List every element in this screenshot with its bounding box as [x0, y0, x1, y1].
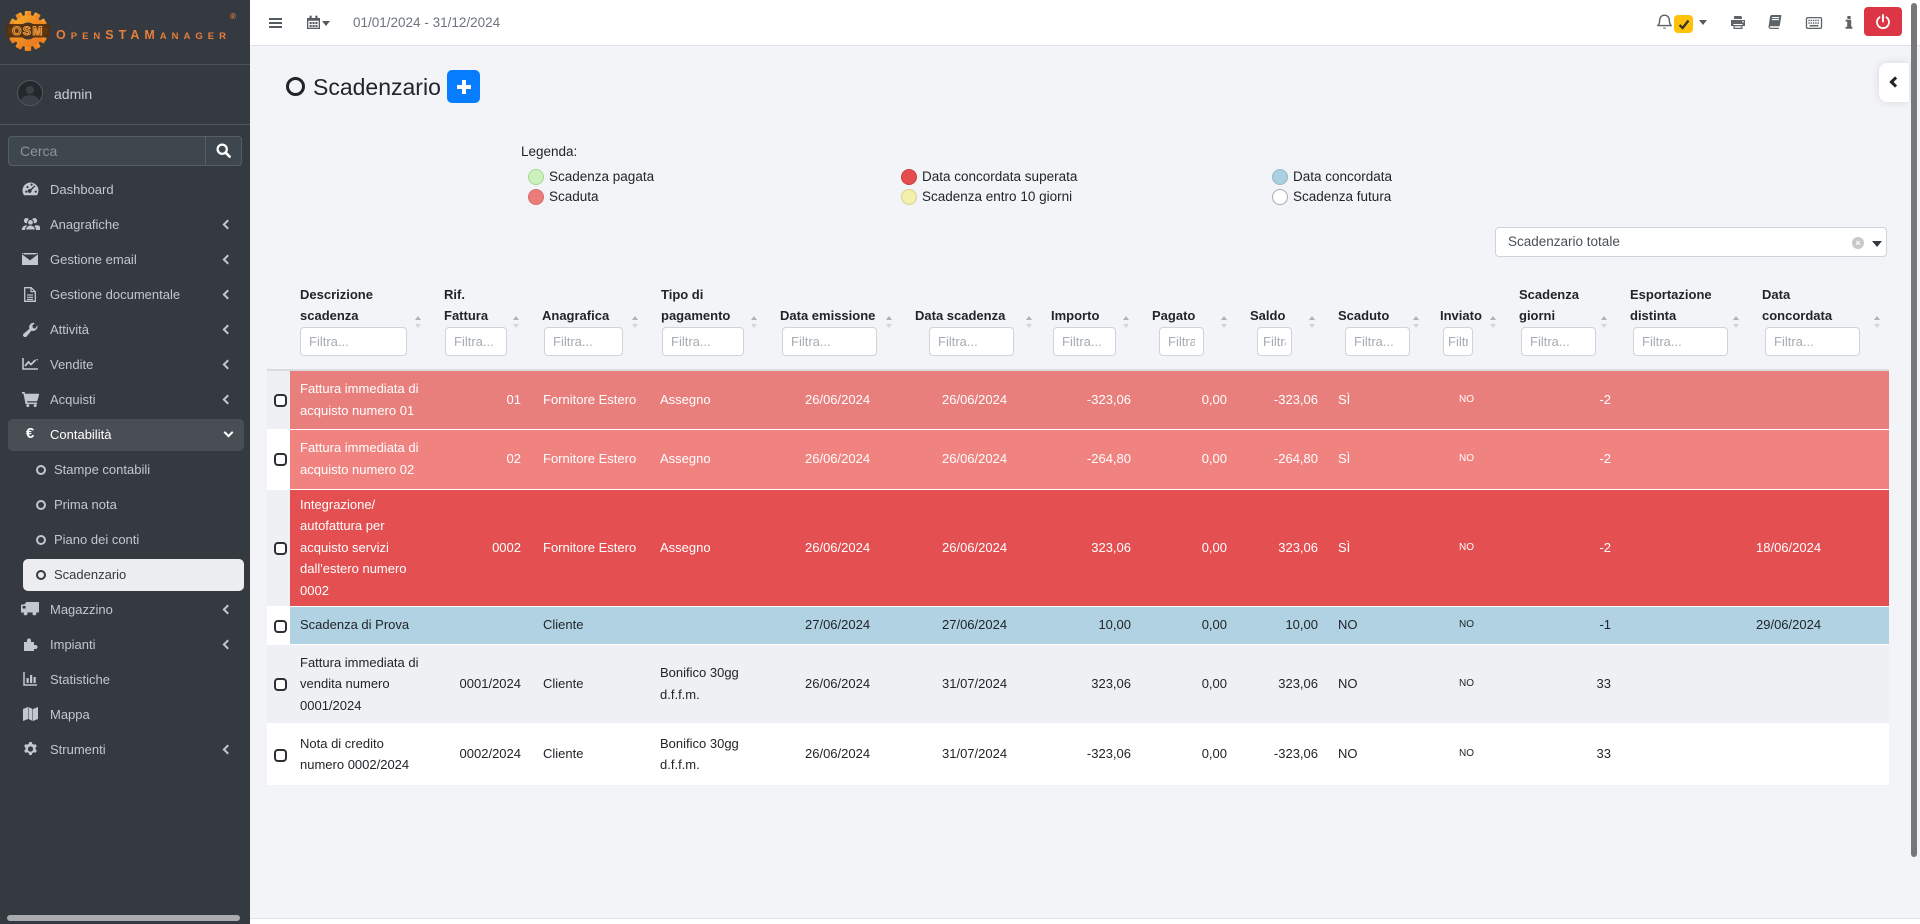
svg-text:OSM: OSM: [12, 24, 44, 38]
